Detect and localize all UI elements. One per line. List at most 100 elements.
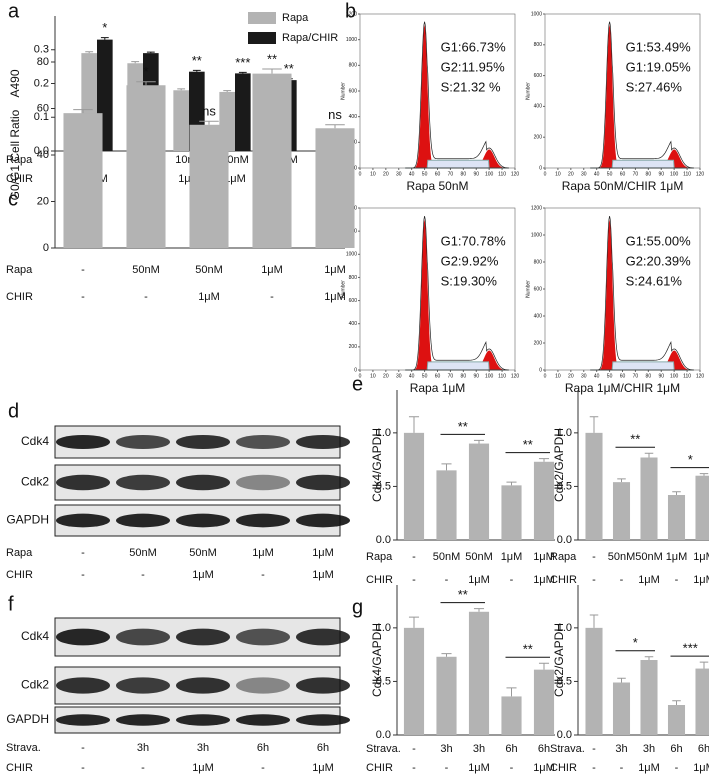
condition-value: - bbox=[261, 762, 265, 774]
blot-band bbox=[176, 513, 230, 528]
blot-label: Cdk4 bbox=[21, 629, 49, 643]
g1-peak bbox=[590, 24, 694, 169]
y-tick-label: 600 bbox=[534, 286, 543, 292]
blot-band bbox=[56, 513, 110, 528]
phase-stat: G1:53.49% bbox=[626, 39, 691, 54]
condition-value: 6h bbox=[257, 742, 269, 754]
y-tick-label: 600 bbox=[349, 88, 358, 94]
condition-value: 50nM bbox=[195, 264, 223, 276]
y-tick-label: 60 bbox=[37, 102, 49, 114]
x-tick-label: 50 bbox=[607, 171, 613, 177]
histogram-outline bbox=[590, 216, 694, 371]
bar bbox=[173, 90, 189, 151]
y-axis-label: G0/G1 Cell Ratio bbox=[8, 109, 22, 200]
x-tick-label: 100 bbox=[670, 373, 679, 379]
bar bbox=[126, 85, 166, 248]
histogram-outline bbox=[405, 21, 509, 169]
y-tick-label: 80 bbox=[37, 56, 49, 68]
y-tick-label: 0.5 bbox=[557, 675, 572, 687]
x-tick-label: 110 bbox=[683, 373, 691, 379]
x-tick-label: 40 bbox=[409, 171, 415, 177]
x-tick-label: 10 bbox=[555, 373, 561, 379]
bracket-label: ** bbox=[458, 587, 468, 602]
condition-value: - bbox=[412, 551, 416, 563]
condition-value: 1μM bbox=[312, 547, 334, 559]
x-tick-label: 0 bbox=[544, 171, 547, 177]
condition-value: 3h bbox=[643, 743, 655, 755]
y-axis-label: Cdk2/GAPDH bbox=[552, 428, 566, 502]
condition-value: 6h bbox=[670, 743, 682, 755]
condition-value: 1μM bbox=[468, 762, 490, 774]
bar bbox=[63, 113, 103, 249]
y-tick-label: 0.5 bbox=[376, 480, 391, 492]
blot-band bbox=[116, 628, 170, 646]
condition-value: 3h bbox=[440, 743, 452, 755]
condition-value: 1μM bbox=[638, 574, 660, 586]
x-tick-label: 40 bbox=[409, 373, 415, 379]
x-tick-label: 10 bbox=[370, 171, 376, 177]
y-axis-label: Number bbox=[340, 82, 346, 100]
y-tick-label: 0.3 bbox=[34, 44, 49, 56]
condition-value: 50nM bbox=[635, 551, 663, 563]
error-bar bbox=[262, 68, 282, 74]
y-tick-label: 20 bbox=[37, 195, 49, 207]
blot-band bbox=[176, 714, 230, 726]
condition-value: - bbox=[510, 762, 514, 774]
condition-value: 3h bbox=[137, 742, 149, 754]
error-bar bbox=[617, 478, 626, 483]
condition-value: 1μM bbox=[533, 551, 555, 563]
error-bar bbox=[408, 416, 420, 433]
phase-stat: G1:66.73% bbox=[441, 39, 506, 54]
panel-label: g bbox=[352, 596, 363, 618]
legend-swatch bbox=[248, 32, 276, 44]
x-tick-label: 110 bbox=[498, 171, 506, 177]
y-tick-label: 1000 bbox=[531, 232, 542, 238]
condition-value: - bbox=[445, 762, 449, 774]
bar bbox=[501, 696, 522, 735]
y-tick-label: 800 bbox=[349, 63, 358, 69]
y-tick-label: 400 bbox=[534, 313, 543, 319]
x-tick-label: 80 bbox=[461, 373, 467, 379]
blot-band bbox=[296, 628, 350, 646]
x-tick-label: 90 bbox=[658, 171, 664, 177]
condition-value: 6h bbox=[698, 743, 709, 755]
bracket-label: *** bbox=[683, 641, 698, 656]
condition-value: - bbox=[675, 762, 679, 774]
condition-value: 1μM bbox=[501, 551, 523, 563]
condition-name: Rapa bbox=[366, 551, 393, 563]
condition-value: - bbox=[592, 762, 596, 774]
significance: ** bbox=[284, 61, 294, 76]
blot-band bbox=[296, 513, 350, 528]
x-tick-label: 60 bbox=[620, 171, 626, 177]
condition-name: CHIR bbox=[6, 291, 33, 303]
x-tick-label: 60 bbox=[620, 373, 626, 379]
blot-band bbox=[116, 677, 170, 694]
error-bar bbox=[136, 81, 156, 86]
plot-frame bbox=[544, 207, 701, 371]
x-tick-label: 80 bbox=[646, 171, 652, 177]
condition-value: - bbox=[81, 264, 85, 276]
bar bbox=[189, 124, 229, 248]
x-tick-label: 0 bbox=[359, 171, 362, 177]
condition-value: - bbox=[81, 742, 85, 754]
condition-value: 1μM bbox=[693, 551, 709, 563]
legend-swatch bbox=[248, 12, 276, 24]
error-bar bbox=[699, 473, 709, 476]
x-tick-label: 70 bbox=[448, 373, 454, 379]
condition-name: Strava. bbox=[366, 743, 401, 755]
condition-value: - bbox=[412, 762, 416, 774]
x-tick-label: 40 bbox=[594, 171, 600, 177]
bracket-label: ** bbox=[458, 419, 468, 434]
condition-value: - bbox=[592, 574, 596, 586]
condition-value: 50nM bbox=[129, 547, 157, 559]
blot-band bbox=[116, 474, 170, 491]
error-bar bbox=[538, 458, 550, 462]
x-tick-label: 110 bbox=[683, 171, 691, 177]
bar bbox=[436, 470, 457, 540]
y-axis-label: Cdk4/GAPDH bbox=[370, 623, 384, 697]
bar bbox=[235, 73, 251, 151]
blot-band bbox=[56, 434, 110, 450]
condition-value: 1μM bbox=[324, 264, 346, 276]
y-tick-label: 0 bbox=[354, 165, 357, 171]
blot-band bbox=[296, 677, 350, 694]
